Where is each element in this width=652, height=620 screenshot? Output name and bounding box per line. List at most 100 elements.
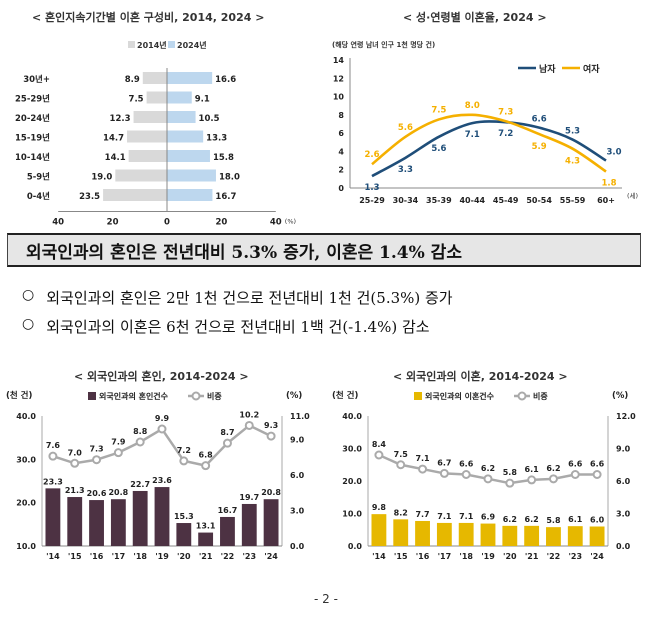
bar-2014 [133, 111, 167, 123]
bar [589, 526, 605, 546]
share-value-label: 6.6 [459, 460, 474, 469]
share-marker [222, 438, 232, 448]
bar-2024 [167, 130, 204, 143]
bar [415, 520, 430, 546]
bullet-mark: ○ [22, 287, 35, 303]
bullet-item: ○ 외국인과의 혼인은 2만 1천 건으로 전년대비 1천 건(5.3%) 증가 [22, 287, 453, 308]
bar-value-label: 6.0 [590, 516, 605, 525]
data-label-male: 6.6 [532, 115, 547, 125]
bullet-text: 외국인과의 이혼은 6천 건으로 전년대비 1백 건(-1.4%) 감소 [46, 318, 430, 336]
bar-value-label: 8.2 [394, 508, 408, 517]
y-tick-label: 8 [338, 111, 344, 120]
y2-tick-label: 6.0 [616, 477, 631, 486]
x-tick-label: '24 [590, 552, 604, 561]
share-marker [374, 450, 384, 460]
share-value-label: 6.2 [481, 464, 495, 473]
x-tick-label: '14 [46, 552, 60, 561]
bullet-text: 외국인과의 혼인은 2만 1천 건으로 전년대비 1천 건(5.3%) 증가 [46, 289, 453, 307]
bar-2014 [142, 72, 167, 84]
legend-swatch-2014 [128, 41, 135, 48]
y2-tick-label: 0.0 [616, 542, 631, 551]
x-tick-label: '19 [481, 552, 495, 561]
x-tick-label: 35-39 [426, 196, 452, 205]
x-tick-label: '22 [547, 552, 561, 561]
y2-tick-label: 9.0 [616, 445, 631, 454]
y-tick-label: 30.0 [342, 445, 362, 454]
bar-2024 [167, 189, 213, 201]
data-label-male: 1.3 [364, 183, 379, 193]
data-label-female: 5.9 [532, 142, 547, 152]
share-value-label: 7.6 [46, 441, 61, 450]
data-label-male: 3.0 [606, 148, 621, 158]
share-marker [592, 470, 602, 479]
data-label-male: 7.1 [465, 130, 480, 140]
share-marker [548, 474, 558, 484]
data-label-2014: 8.9 [125, 75, 140, 85]
data-label-female: 1.8 [601, 179, 616, 189]
x-tick-label: '19 [155, 552, 169, 561]
bar [393, 519, 409, 546]
y2-tick-label: 11.0 [290, 412, 310, 421]
x-tick-label: '15 [68, 552, 82, 561]
share-value-label: 9.9 [155, 414, 170, 423]
bar-value-label: 6.2 [503, 515, 517, 524]
category-label: 30년+ [23, 74, 50, 85]
y-tick-label: 20.0 [342, 477, 362, 486]
bar [67, 497, 83, 546]
y-tick-label: 14 [333, 56, 345, 65]
bar [502, 525, 518, 546]
x-tick-label: '17 [112, 552, 126, 561]
x-tick-label: '20 [177, 552, 191, 561]
share-marker [70, 458, 80, 468]
data-label-female: 4.3 [565, 157, 580, 167]
category-label: 10-14년 [15, 152, 50, 163]
share-value-label: 7.9 [111, 438, 126, 447]
bar-value-label: 20.8 [108, 488, 128, 497]
data-label-female: 7.5 [431, 105, 446, 115]
x-tick-label: 20 [107, 218, 119, 228]
share-marker [201, 461, 211, 471]
bar-value-label: 20.8 [261, 488, 281, 497]
share-marker [570, 470, 580, 479]
chart2-title: < 성·연령별 이혼율, 2024 > [403, 11, 547, 24]
bar-2024 [167, 91, 192, 104]
left-unit-label: (천 건) [6, 390, 32, 401]
share-value-label: 8.4 [372, 440, 387, 449]
x-tick-label: 40-44 [459, 196, 485, 205]
y-tick-label: 0 [338, 184, 344, 193]
bar-value-label: 6.2 [525, 515, 539, 524]
x-tick-label: 45-49 [493, 196, 519, 205]
x-tick-label: '23 [242, 552, 256, 561]
y2-tick-label: 3.0 [616, 510, 631, 519]
data-label-female: 7.3 [498, 107, 513, 117]
x-tick-label: '21 [525, 552, 539, 561]
age-sex-divorce-chart: (해당 연령 남녀 인구 1천 명당 건) 0 2 4 6 8 10 12 14 25-29 30-… [332, 40, 638, 205]
legend-marker-share [191, 391, 201, 401]
bar-value-label: 16.7 [218, 506, 238, 515]
page-number: - 2 - [314, 592, 338, 606]
data-label-male: 5.3 [565, 127, 580, 137]
y-tick-label: 2 [338, 166, 344, 175]
bar-value-label: 23.3 [43, 477, 63, 486]
y2-tick-label: 3.0 [290, 507, 305, 516]
share-value-label: 7.2 [177, 446, 191, 455]
data-label-2014: 12.3 [110, 114, 131, 124]
data-label-2014: 14.7 [103, 134, 124, 144]
x-tick-label: 40 [52, 218, 64, 228]
bar-2014 [128, 150, 167, 162]
legend-marker-share [517, 391, 527, 401]
bar-value-label: 21.3 [65, 486, 85, 495]
y-tick-label: 10.0 [16, 542, 36, 551]
bar-2024 [167, 72, 213, 84]
share-value-label: 7.0 [68, 448, 83, 457]
y-tick-label: 40.0 [342, 412, 362, 421]
x-tick-label: '17 [438, 552, 452, 561]
data-label-2024: 13.3 [206, 134, 227, 144]
share-marker [527, 475, 537, 485]
bar-value-label: 19.7 [239, 493, 259, 502]
share-marker [157, 424, 167, 434]
share-value-label: 5.8 [503, 468, 518, 477]
line-female [371, 113, 607, 173]
legend-label-female: 여자 [583, 63, 600, 75]
y-tick-label: 4 [338, 147, 344, 156]
